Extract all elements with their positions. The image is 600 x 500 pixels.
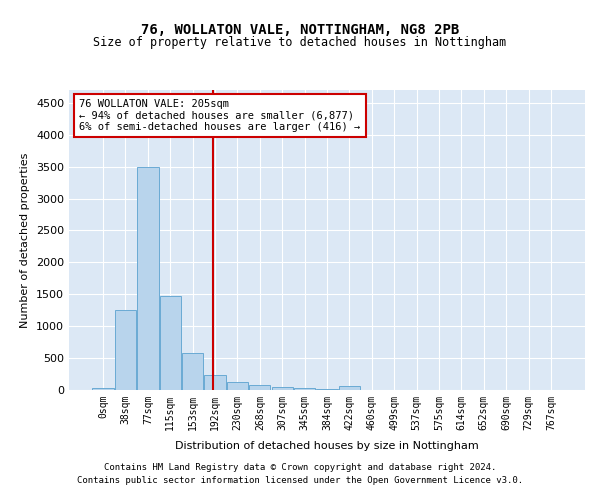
Bar xyxy=(137,166,158,390)
Text: 76, WOLLATON VALE, NOTTINGHAM, NG8 2PB: 76, WOLLATON VALE, NOTTINGHAM, NG8 2PB xyxy=(141,22,459,36)
Bar xyxy=(227,382,248,390)
Text: Size of property relative to detached houses in Nottingham: Size of property relative to detached ho… xyxy=(94,36,506,49)
Bar xyxy=(294,388,315,390)
Bar xyxy=(92,388,114,390)
Bar xyxy=(160,296,181,390)
Bar xyxy=(249,385,271,390)
Bar xyxy=(339,386,360,390)
Bar xyxy=(115,310,136,390)
Bar xyxy=(272,388,293,390)
Text: Contains public sector information licensed under the Open Government Licence v3: Contains public sector information licen… xyxy=(77,476,523,485)
Text: Contains HM Land Registry data © Crown copyright and database right 2024.: Contains HM Land Registry data © Crown c… xyxy=(104,464,496,472)
Y-axis label: Number of detached properties: Number of detached properties xyxy=(20,152,31,328)
X-axis label: Distribution of detached houses by size in Nottingham: Distribution of detached houses by size … xyxy=(175,441,479,451)
Bar xyxy=(205,376,226,390)
Bar xyxy=(182,353,203,390)
Text: 76 WOLLATON VALE: 205sqm
← 94% of detached houses are smaller (6,877)
6% of semi: 76 WOLLATON VALE: 205sqm ← 94% of detach… xyxy=(79,99,361,132)
